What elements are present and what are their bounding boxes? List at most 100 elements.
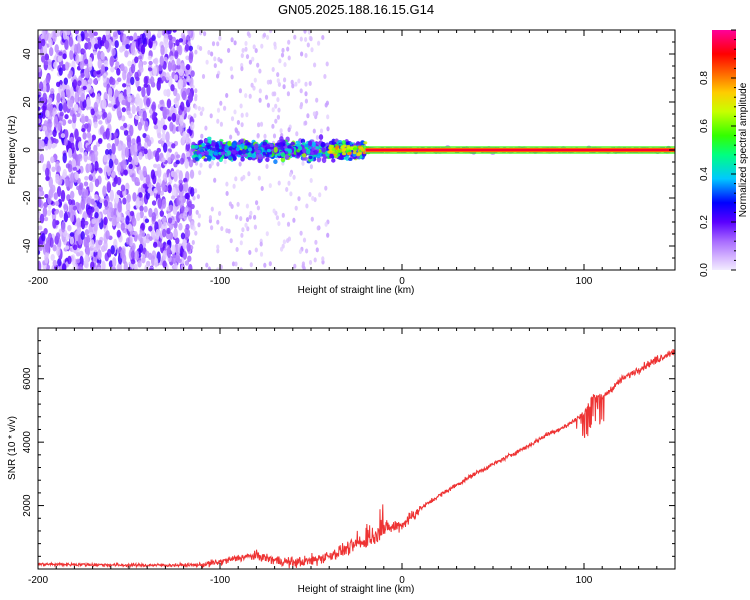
spectrogram-cell: [111, 171, 116, 178]
spectrogram-cell: [141, 257, 146, 264]
spectrogram-cell: [272, 133, 277, 139]
spectrogram-cell: [252, 44, 256, 50]
spectrogram-cell: [161, 180, 166, 192]
spectrogram-cell: [152, 42, 157, 51]
spectrogram-cell: [137, 85, 142, 92]
spectrogram-cell: [50, 156, 55, 164]
spectrogram-cell: [182, 239, 187, 250]
spectrogram-cell: [181, 34, 187, 46]
spectrogram-cell: [138, 192, 143, 198]
spectrogram-cell: [38, 249, 41, 255]
spectrogram-cell: [183, 177, 188, 183]
spectrogram-cell: [210, 225, 214, 231]
spectrogram-cell: [276, 72, 280, 78]
spectrogram-cell: [225, 93, 229, 98]
spectrogram-cell: [130, 43, 136, 56]
spectrogram-cell: [94, 206, 99, 215]
spectrogram-cell: [345, 141, 350, 146]
spectrogram-cell: [308, 260, 313, 265]
spectrogram-cell: [38, 139, 42, 150]
spectrogram-cell: [113, 132, 118, 138]
spectrogram-cell: [76, 217, 81, 228]
spectrogram-cell: [253, 77, 257, 83]
spectrogram-cell: [282, 84, 286, 90]
spectrogram-cell: [240, 156, 245, 162]
spectrogram-cell: [71, 158, 77, 168]
spectrogram-cell: [313, 62, 317, 68]
spectrogram-cell: [143, 76, 148, 85]
spectrogram-cell: [301, 142, 307, 146]
spectrogram-cell: [116, 216, 121, 223]
spectrogram-cell: [80, 197, 86, 210]
spectrogram-cell: [82, 99, 87, 109]
spectrogram-cell: [277, 221, 281, 227]
spectrogram-cell: [102, 185, 107, 197]
spectrogram-cell: [90, 261, 95, 270]
spectrogram-cell: [249, 210, 253, 216]
colorbar-axis: 0.0 0.2 0.4 0.6 0.8: [699, 29, 736, 277]
spectrogram-cell: [54, 210, 59, 215]
spectrogram-cell: [247, 156, 253, 161]
spectrogram-cell: [116, 222, 121, 229]
spectrogram-cell: [87, 163, 92, 172]
spectrogram-cell: [63, 137, 69, 146]
spectrogram-cell: [67, 119, 73, 124]
spectrogram-cell: [271, 107, 275, 113]
spectrogram-cell: [201, 106, 205, 112]
spectrogram-cell: [180, 264, 186, 270]
spectrogram-cell: [240, 112, 244, 118]
spectrogram-cell: [38, 118, 41, 124]
spectrogram-cell: [38, 81, 44, 92]
spectrogram-cell: [189, 169, 195, 179]
spectrogram-cell: [187, 255, 192, 262]
spectrogram-cell: [74, 91, 79, 103]
spectrogram-cell: [105, 148, 110, 156]
spectrogram-cell: [258, 88, 262, 94]
spectrogram-cell: [316, 225, 320, 231]
spectrogram-cell: [59, 111, 64, 117]
spectrogram-cell: [311, 195, 315, 201]
spectrogram-cell: [227, 140, 232, 146]
spectrogram-cell: [69, 210, 75, 223]
spectrogram-cell: [299, 104, 303, 110]
spectrogram-cell: [247, 171, 251, 177]
spectrogram-cell: [208, 215, 212, 221]
spectrogram-cell: [119, 46, 124, 53]
snr-background: [38, 328, 675, 569]
spectrogram-cell: [102, 111, 108, 118]
spectrogram-cell: [251, 152, 257, 159]
spectrogram-cell: [123, 129, 129, 136]
spectrogram-cell: [135, 76, 140, 82]
spectrogram-cell: [98, 138, 103, 145]
spectrogram-cell: [165, 131, 170, 143]
spectrogram-cell: [175, 93, 181, 102]
spectrogram-cell: [178, 183, 184, 192]
spectrogram-cell: [45, 109, 50, 118]
spectrogram-cell: [352, 151, 357, 155]
spectrogram-cell: [126, 193, 131, 203]
spectrogram-cell: [90, 152, 96, 163]
spectrogram-cell: [43, 216, 49, 222]
spectrogram-cell: [135, 93, 140, 104]
spectrogram-cell: [283, 77, 287, 83]
spectrogram-cell: [265, 164, 269, 169]
spectrogram-cell: [276, 97, 280, 103]
spectrogram-cell: [129, 124, 134, 137]
spectrogram-cell: [127, 60, 132, 67]
spectrogram-cell: [286, 221, 291, 227]
spectrogram-cell: [101, 260, 106, 270]
spectrogram-cell: [42, 125, 48, 132]
spectrogram-cell: [67, 224, 72, 232]
spectrogram-cell: [306, 113, 310, 119]
spectrogram-cell: [41, 232, 46, 242]
spectrogram-cell: [69, 49, 74, 60]
spectrogram-cell: [64, 245, 70, 250]
spectrogram-cell: [223, 159, 227, 165]
spectrogram-cell: [192, 226, 196, 231]
spectrogram-cell: [241, 149, 247, 155]
spectrogram-cell: [228, 201, 232, 207]
spectrogram-cell: [102, 72, 108, 83]
spectrogram-cell: [141, 32, 146, 45]
spectrogram-cell: [309, 164, 313, 170]
spectrogram-cell: [266, 102, 270, 108]
